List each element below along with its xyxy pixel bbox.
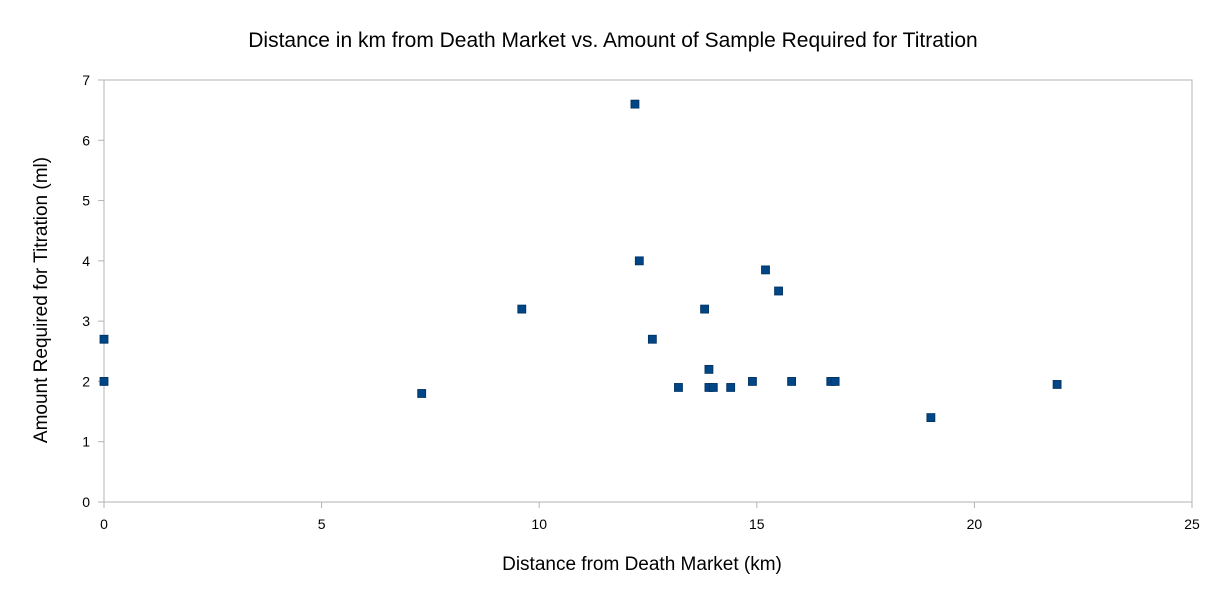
y-tick-label: 0: [82, 494, 90, 510]
y-tick-label: 5: [82, 193, 90, 209]
data-point: [774, 286, 783, 296]
data-point: [634, 256, 644, 266]
data-point: [99, 377, 109, 386]
x-tick-label: 20: [967, 516, 983, 532]
x-tick-label: 25: [1184, 516, 1200, 532]
y-tick-label: 7: [82, 72, 90, 88]
y-tick-label: 6: [82, 132, 90, 148]
y-axis: 0 1 2 3 4 5 6 7: [82, 72, 104, 510]
x-tick-label: 0: [100, 516, 108, 532]
data-point: [748, 377, 757, 386]
data-point: [630, 99, 640, 109]
data-point: [787, 377, 797, 386]
chart-title: Distance in km from Death Market vs. Amo…: [248, 29, 977, 52]
data-point: [99, 334, 109, 344]
x-axis: 0 5 10 15 20 25: [100, 502, 1200, 532]
data-point: [674, 383, 683, 392]
data-point: [417, 389, 427, 398]
x-tick-label: 10: [531, 516, 547, 532]
x-tick-label: 5: [318, 516, 326, 532]
y-tick-label: 4: [82, 253, 90, 269]
x-axis-title: Distance from Death Market (km): [502, 554, 782, 575]
data-point: [726, 383, 736, 392]
y-tick-label: 1: [82, 434, 90, 450]
data-point: [647, 334, 657, 344]
data-point: [708, 383, 718, 392]
plot-area: [103, 79, 1193, 503]
y-tick-label: 2: [82, 373, 90, 389]
x-tick-label: 15: [749, 516, 765, 532]
data-point: [517, 304, 527, 314]
y-tick-label: 3: [82, 313, 90, 329]
data-point: [830, 377, 840, 386]
data-points: [99, 99, 1062, 423]
data-point: [926, 413, 936, 423]
data-point: [761, 265, 770, 275]
data-point: [1052, 380, 1062, 389]
data-point: [704, 364, 714, 374]
data-point: [700, 304, 709, 314]
y-axis-title: Amount Required for Titration (ml): [31, 157, 52, 443]
